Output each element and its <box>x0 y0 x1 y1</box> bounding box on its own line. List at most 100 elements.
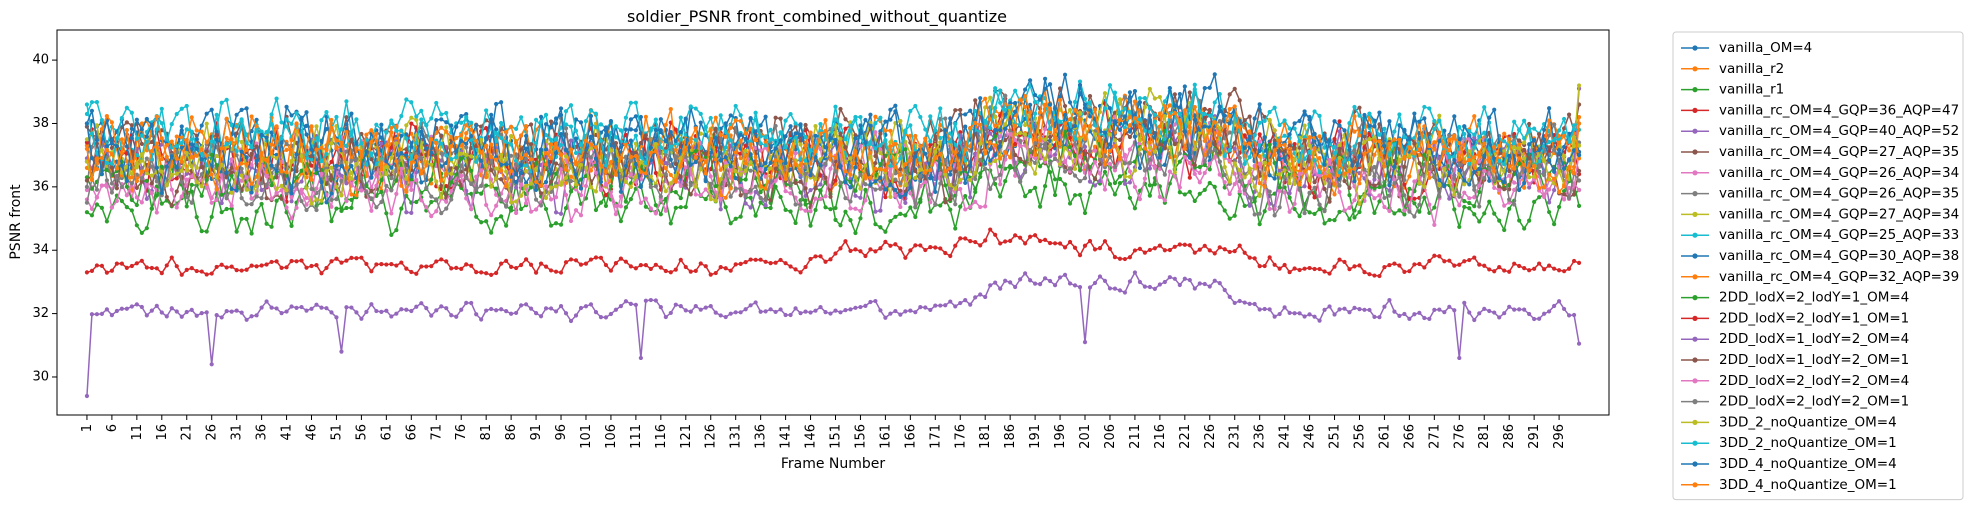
series-point-vanilla_rc_OM=4_GQP=40_AQP=52 <box>1447 196 1452 201</box>
series-point-2DD_lodX=2_lodY=1_OM=4 <box>479 191 484 196</box>
series-point-2DD_lodX=1_lodY=2_OM=4 <box>1477 311 1482 316</box>
series-point-vanilla_r1 <box>848 218 853 223</box>
series-point-vanilla_rc_OM=4_GQP=27_AQP=34 <box>239 139 244 145</box>
series-point-2DD_lodX=2_lodY=1_OM=1 <box>1422 265 1427 270</box>
series-point-vanilla_rc_OM=4_GQP=36_AQP=47 <box>653 170 658 176</box>
series-point-vanilla_r1 <box>1537 195 1542 200</box>
series-point-vanilla_rc_OM=4_GQP=32_AQP=39 <box>1237 145 1242 150</box>
series-point-2DD_lodX=2_lodY=1_OM=1 <box>528 262 534 267</box>
series-point-vanilla_r2 <box>124 159 129 164</box>
series-point-vanilla_rc_OM=4_GQP=25_AQP=33 <box>1142 96 1147 101</box>
series-point-vanilla_rc_OM=4_GQP=26_AQP=35 <box>1552 122 1557 127</box>
series-point-2DD_lodX=1_lodY=2_OM=4 <box>563 311 569 316</box>
series-point-vanilla_r1 <box>643 204 648 209</box>
series-point-vanilla_rc_OM=4_GQP=25_AQP=33 <box>688 104 693 109</box>
series-point-vanilla_rc_OM=4_GQP=32_AQP=39 <box>1427 175 1432 180</box>
series-point-vanilla_r1 <box>1467 206 1472 211</box>
series-point-vanilla_rc_OM=4_GQP=32_AQP=39 <box>808 130 813 135</box>
series-point-2DD_lodX=2_lodY=1_OM=1 <box>1287 269 1292 275</box>
series-point-2DD_lodX=1_lodY=2_OM=4 <box>778 307 783 312</box>
series-point-vanilla_rc_OM=4_GQP=26_AQP=34 <box>1561 197 1567 202</box>
series-point-2DD_lodX=1_lodY=2_OM=1 <box>1342 178 1347 184</box>
series-point-2DD_lodX=2_lodY=1_OM=1 <box>728 268 733 273</box>
series-point-2DD_lodX=2_lodY=1_OM=1 <box>1342 259 1347 265</box>
series-point-vanilla_rc_OM=4_GQP=25_AQP=33 <box>678 137 683 142</box>
series-point-vanilla_rc_OM=4_GQP=27_AQP=35 <box>773 115 778 120</box>
series-line-2DD_lodX=2_lodY=1_OM=1 <box>86 228 1580 277</box>
series-point-vanilla_r1 <box>953 226 958 231</box>
series-point-2DD_lodX=2_lodY=2_OM=4 <box>484 202 489 208</box>
series-point-2DD_lodX=2_lodY=1_OM=1 <box>1028 234 1033 239</box>
series-point-vanilla_rc_OM=4_GQP=30_AQP=38 <box>883 119 888 124</box>
series-point-vanilla_rc_OM=4_GQP=32_AQP=39 <box>374 131 379 136</box>
series-point-vanilla_rc_OM=4_GQP=36_AQP=47 <box>843 126 848 131</box>
series-point-vanilla_rc_OM=4_GQP=27_AQP=34 <box>1292 181 1297 186</box>
series-point-vanilla_r1 <box>1107 182 1113 187</box>
series-point-vanilla_rc_OM=4_GQP=25_AQP=33 <box>519 115 524 120</box>
series-point-2DD_lodX=1_lodY=2_OM=1 <box>898 188 903 193</box>
series-point-2DD_lodX=2_lodY=2_OM=4 <box>773 178 778 183</box>
series-point-vanilla_rc_OM=4_GQP=27_AQP=34 <box>1097 109 1103 115</box>
series-point-2DD_lodX=2_lodY=1_OM=1 <box>1102 239 1108 244</box>
series-point-2DD_lodX=1_lodY=2_OM=4 <box>823 309 828 315</box>
series-point-2DD_lodX=2_lodY=2_OM=4 <box>329 204 334 209</box>
series-point-vanilla_rc_OM=4_GQP=25_AQP=33 <box>1152 112 1157 117</box>
series-point-vanilla_rc_OM=4_GQP=27_AQP=34 <box>1102 91 1108 96</box>
series-point-vanilla_rc_OM=4_GQP=40_AQP=52 <box>1337 129 1342 134</box>
series-point-2DD_lodX=2_lodY=2_OM=4 <box>104 184 109 189</box>
series-point-2DD_lodX=2_lodY=2_OM=4 <box>114 198 119 204</box>
series-point-2DD_lodX=2_lodY=1_OM=4 <box>344 205 349 211</box>
series-point-2DD_lodX=2_lodY=1_OM=1 <box>1312 266 1317 272</box>
series-point-vanilla_rc_OM=4_GQP=32_AQP=39 <box>309 124 314 129</box>
series-point-2DD_lodX=2_lodY=1_OM=1 <box>1537 261 1542 266</box>
series-point-2DD_lodX=1_lodY=2_OM=4 <box>1003 278 1008 283</box>
series-point-2DD_lodX=2_lodY=1_OM=4 <box>189 182 194 187</box>
series-point-2DD_lodX=2_lodY=1_OM=1 <box>868 247 873 252</box>
series-point-2DD_lodX=1_lodY=2_OM=4 <box>1327 304 1332 309</box>
series-point-2DD_lodX=1_lodY=2_OM=4 <box>429 313 434 318</box>
series-point-2DD_lodX=1_lodY=2_OM=4 <box>1372 314 1377 319</box>
series-point-2DD_lodX=2_lodY=2_OM=4 <box>758 166 763 172</box>
series-point-2DD_lodX=2_lodY=1_OM=1 <box>334 256 339 261</box>
series-point-vanilla_OM=4 <box>963 112 968 117</box>
series-point-vanilla_r1 <box>1422 195 1427 200</box>
series-point-vanilla_rc_OM=4_GQP=32_AQP=39 <box>1561 133 1567 139</box>
series-point-vanilla_rc_OM=4_GQP=30_AQP=38 <box>289 113 294 118</box>
series-point-vanilla_rc_OM=4_GQP=25_AQP=33 <box>469 120 474 125</box>
series-point-2DD_lodX=1_lodY=2_OM=4 <box>1062 272 1068 277</box>
series-point-2DD_lodX=1_lodY=2_OM=4 <box>1018 277 1023 282</box>
series-point-2DD_lodX=2_lodY=1_OM=1 <box>648 266 653 272</box>
series-point-2DD_lodX=1_lodY=2_OM=4 <box>793 306 798 311</box>
series-point-vanilla_r2 <box>1167 103 1172 108</box>
series-point-2DD_lodX=2_lodY=2_OM=4 <box>109 205 114 210</box>
series-point-2DD_lodX=1_lodY=2_OM=4 <box>678 304 683 309</box>
series-point-2DD_lodX=1_lodY=2_OM=4 <box>623 299 629 304</box>
series-point-2DD_lodX=1_lodY=2_OM=4 <box>998 286 1003 291</box>
series-point-2DD_lodX=1_lodY=2_OM=1 <box>114 186 119 191</box>
series-point-2DD_lodX=2_lodY=1_OM=4 <box>658 212 663 217</box>
series-point-vanilla_rc_OM=4_GQP=30_AQP=38 <box>963 124 968 129</box>
series-point-2DD_lodX=1_lodY=2_OM=4 <box>718 313 723 318</box>
series-point-2DD_lodX=2_lodY=2_OM=4 <box>608 193 614 198</box>
series-point-2DD_lodX=2_lodY=1_OM=1 <box>963 236 968 241</box>
series-point-vanilla_r2 <box>1352 129 1357 134</box>
series-point-2DD_lodX=2_lodY=2_OM=4 <box>174 205 179 210</box>
series-point-vanilla_r2 <box>1317 156 1322 161</box>
series-point-2DD_lodX=2_lodY=2_OM=4 <box>299 187 304 192</box>
series-point-2DD_lodX=2_lodY=1_OM=1 <box>1457 262 1462 267</box>
series-point-vanilla_rc_OM=4_GQP=25_AQP=33 <box>1522 136 1527 141</box>
series-point-2DD_lodX=2_lodY=1_OM=4 <box>1177 159 1182 164</box>
series-point-vanilla_rc_OM=4_GQP=25_AQP=33 <box>788 111 793 117</box>
series-point-vanilla_rc_OM=4_GQP=26_AQP=35 <box>1372 174 1377 179</box>
series-point-vanilla_rc_OM=4_GQP=25_AQP=33 <box>1477 121 1482 127</box>
series-point-2DD_lodX=1_lodY=2_OM=4 <box>99 311 105 316</box>
series-point-vanilla_rc_OM=4_GQP=32_AQP=39 <box>1132 99 1138 104</box>
series-point-vanilla_rc_OM=4_GQP=25_AQP=33 <box>339 127 344 132</box>
series-point-2DD_lodX=2_lodY=1_OM=1 <box>124 265 129 270</box>
series-point-vanilla_rc_OM=4_GQP=32_AQP=39 <box>1547 118 1552 123</box>
series-point-2DD_lodX=1_lodY=2_OM=4 <box>923 305 928 310</box>
series-point-2DD_lodX=2_lodY=1_OM=1 <box>1052 241 1058 246</box>
series-point-2DD_lodX=1_lodY=2_OM=4 <box>808 310 813 315</box>
series-point-2DD_lodX=1_lodY=2_OM=1 <box>798 179 803 184</box>
series-point-vanilla_rc_OM=4_GQP=25_AQP=33 <box>94 100 100 105</box>
